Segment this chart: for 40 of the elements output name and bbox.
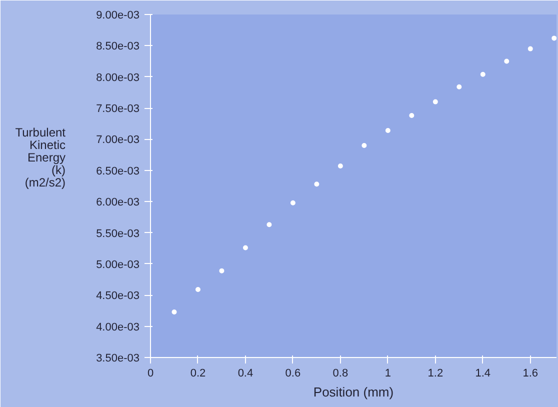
point: [456, 84, 462, 90]
point: [338, 164, 343, 169]
point: [266, 222, 272, 228]
point: [432, 99, 438, 104]
x-tick-label: 1: [384, 368, 391, 380]
point: [362, 142, 367, 148]
x-tick-label: 0.6: [285, 368, 301, 380]
point: [242, 245, 248, 250]
x-tick-label: 0.8: [332, 368, 348, 380]
x-tick-label: 0: [147, 368, 154, 380]
y-tick-label: 6.00e-03: [96, 196, 140, 209]
point: [219, 268, 224, 274]
y-tick-label: 8.00e-03: [96, 72, 140, 84]
point: [480, 72, 486, 77]
point: [172, 309, 177, 314]
y-tick-label: 3.50e-03: [96, 352, 140, 364]
y-tick-label: 8.50e-03: [96, 40, 140, 53]
y-tick-label: 6.50e-03: [96, 165, 140, 178]
point: [195, 287, 200, 292]
x-axis-title: Position (mm): [313, 384, 394, 400]
y-tick-label: 4.50e-03: [96, 290, 140, 302]
point: [409, 113, 414, 118]
point: [385, 128, 390, 133]
point: [314, 182, 320, 187]
x-tick-label: 1.4: [475, 368, 491, 380]
x-tick-label: 0.2: [190, 368, 206, 380]
y-tick-label: 5.00e-03: [96, 258, 140, 271]
x-tick-label: 1.2: [428, 368, 444, 380]
point: [552, 36, 556, 41]
y-tick-label: 5.50e-03: [96, 228, 140, 240]
point: [290, 200, 296, 206]
y-axis-title: Turbulent Kinetic Energy (k) (m2/s2): [15, 125, 66, 190]
x-tick-label: 0.4: [238, 368, 254, 380]
point: [528, 46, 533, 52]
y-tick-label: 7.50e-03: [96, 103, 140, 116]
point: [504, 58, 510, 64]
y-tick-label: 7.00e-03: [96, 134, 140, 146]
y-tick-label: 9.00e-03: [96, 10, 140, 22]
x-tick-label: 1.6: [522, 368, 538, 380]
y-tick-label: 4.00e-03: [96, 321, 140, 334]
